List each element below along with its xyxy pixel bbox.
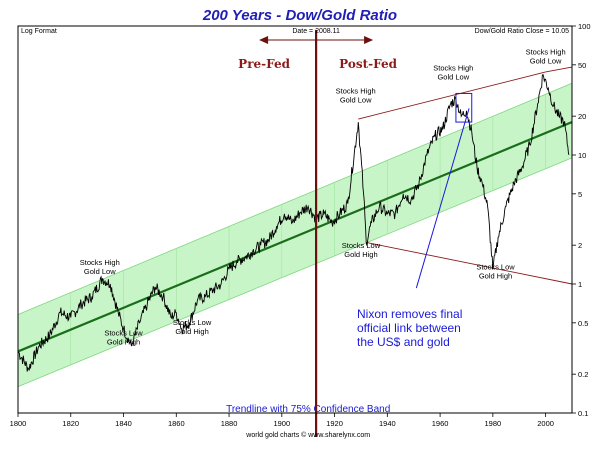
annotation-label: Gold High — [175, 327, 208, 336]
annotation-label: Gold Low — [340, 95, 372, 104]
annotation-label: Gold Low — [84, 267, 116, 276]
fed-arrow-left — [259, 36, 269, 44]
annotation-label: Stocks High — [433, 64, 473, 73]
channel-line — [358, 71, 546, 120]
x-tick-label: 1980 — [485, 419, 502, 428]
x-tick-label: 1960 — [432, 419, 449, 428]
nixon-text: Nixon removes final — [357, 307, 462, 321]
x-tick-label: 1880 — [221, 419, 238, 428]
y-tick-label: 0.1 — [578, 409, 588, 418]
x-tick-label: 1940 — [379, 419, 396, 428]
fed-marker — [259, 30, 374, 437]
channel-line — [545, 66, 573, 73]
trendline — [17, 121, 573, 353]
y-tick-label: 50 — [578, 61, 586, 70]
chart-title: 200 Years - Dow/Gold Ratio — [202, 7, 397, 24]
y-tick-label: 100 — [578, 22, 591, 31]
nixon-box — [455, 92, 473, 123]
trendline-caption: Trendline with 75% Confidence Band — [226, 404, 390, 415]
annotation-label: Gold High — [344, 250, 377, 259]
annotation-label: Stocks Low — [476, 262, 515, 271]
y-tick-label: 20 — [578, 112, 586, 121]
ratio-line — [17, 73, 570, 372]
plot-frame — [17, 25, 573, 414]
annotation-label: Gold High — [107, 337, 140, 346]
source-footer: world gold charts © www.sharelynx.com — [245, 431, 370, 439]
y-tick-label: 0.2 — [578, 370, 588, 379]
x-tick-label: 1820 — [62, 419, 79, 428]
fed-arrow-right — [364, 36, 374, 44]
annotation-label: Stocks Low — [104, 328, 143, 337]
x-axis: 1800 1820 1840 1860 1880 1900 1920 1940 1960 1980… — [10, 413, 554, 428]
trendline-line — [17, 121, 573, 353]
confidence-band-area — [17, 82, 573, 388]
nixon-text: official link between — [357, 321, 461, 335]
x-tick-label: 1800 — [10, 419, 27, 428]
nixon-text: the US$ and gold — [357, 335, 450, 349]
annotation-label: Stocks Low — [342, 241, 381, 250]
y-axis: 0.1 0.2 0.5 1 2 5 10 20 50 100 — [572, 22, 591, 418]
y-tick-label: 0.5 — [578, 319, 588, 328]
annotation-label: Stocks High — [336, 86, 376, 95]
ratio-series — [17, 73, 570, 372]
y-tick-label: 5 — [578, 190, 582, 199]
y-tick-label: 2 — [578, 241, 582, 250]
pre-fed-label: Pre-Fed — [238, 57, 290, 71]
nixon-arrow — [415, 108, 470, 289]
x-tick-label: 1920 — [326, 419, 343, 428]
trend-channel — [358, 66, 573, 285]
channel-line — [366, 241, 573, 285]
annotation-label: Stocks Low — [173, 318, 212, 327]
x-tick-label: 2000 — [537, 419, 554, 428]
close-label: Dow/Gold Ratio Close = 10.05 — [475, 28, 569, 35]
annotation-label: Stocks High — [80, 258, 120, 267]
confidence-band — [17, 82, 573, 388]
annotation-label: Gold Low — [437, 73, 469, 82]
date-label: Date = 2008.11 — [292, 28, 340, 35]
post-fed-label: Post-Fed — [339, 57, 397, 71]
y-tick-label: 10 — [578, 151, 586, 160]
annotation-label: Gold Low — [530, 57, 562, 66]
x-tick-label: 1900 — [273, 419, 290, 428]
x-tick-label: 1840 — [115, 419, 132, 428]
annotation-label: Stocks High — [526, 48, 566, 57]
annotation-label: Gold High — [479, 271, 512, 280]
x-tick-label: 1860 — [168, 419, 185, 428]
log-format-label: Log Format — [21, 28, 57, 35]
y-tick-label: 1 — [578, 280, 582, 289]
